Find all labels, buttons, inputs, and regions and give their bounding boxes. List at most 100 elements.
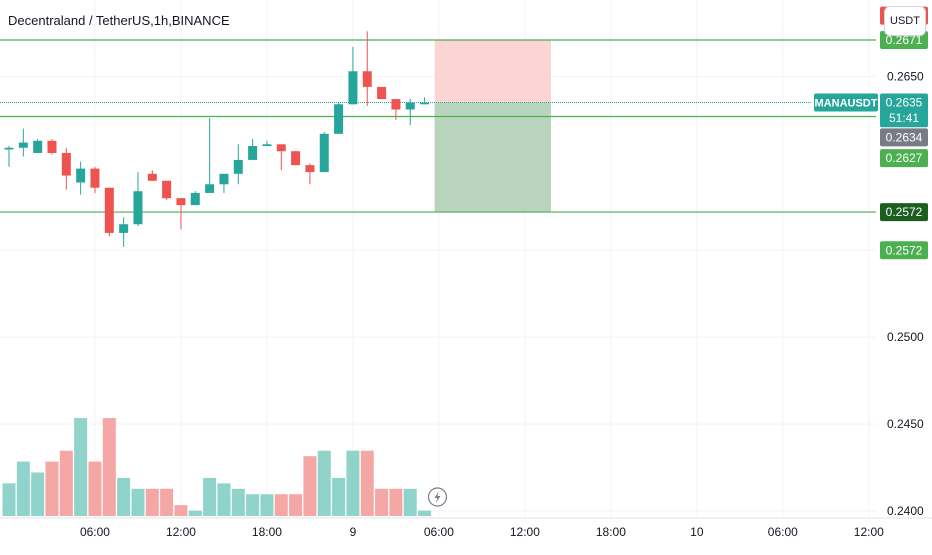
time-tick-label: 18:00 [596, 525, 626, 539]
candle-body[interactable] [405, 102, 415, 110]
price-tag-label: 0.2671 [886, 33, 923, 47]
exchange-label: BINANCE [171, 13, 230, 28]
price-tag-label: 0.2635 [886, 96, 923, 110]
time-tick-label: 12:00 [510, 525, 540, 539]
time-tick-label: 18:00 [252, 525, 282, 539]
volume-bar [203, 477, 217, 516]
price-tick-label: 0.2450 [887, 417, 924, 431]
currency-button[interactable]: USDT [884, 6, 926, 36]
candle-body[interactable] [291, 151, 301, 166]
candle-body[interactable] [233, 159, 243, 174]
volume-bar [59, 450, 73, 516]
volume-bar [260, 494, 274, 516]
candle-body[interactable] [319, 133, 329, 173]
candle-body[interactable] [4, 147, 14, 150]
candle-body[interactable] [348, 71, 358, 105]
volume-bar [160, 488, 174, 516]
currency-label: USDT [890, 15, 920, 27]
candle-body[interactable] [391, 99, 401, 110]
price-tick-label: 0.2500 [887, 330, 924, 344]
chart-title: Decentraland / TetherUS, 1h, BINANCE [8, 13, 230, 28]
time-tick-label: 06:00 [80, 525, 110, 539]
candle-body[interactable] [162, 180, 172, 199]
candle-body[interactable] [176, 198, 186, 206]
candle-body[interactable] [76, 168, 86, 183]
candle-body[interactable] [420, 102, 430, 105]
volume-bar [317, 450, 331, 516]
price-tag[interactable] [880, 241, 928, 260]
price-tag-label: 51:41 [889, 111, 919, 125]
volume-bar [403, 488, 417, 516]
volume-bar [188, 510, 202, 516]
time-tick-label: 9 [350, 525, 357, 539]
price-tag[interactable] [880, 149, 928, 168]
candle-body[interactable] [362, 71, 372, 87]
title-separator: , [150, 13, 154, 28]
volume-bar [74, 418, 88, 516]
candle-body[interactable] [219, 173, 229, 185]
price-tick-label: 0.2650 [887, 69, 924, 83]
volume-bar [274, 494, 288, 516]
time-tick-label: 12:00 [166, 525, 196, 539]
volume-bar [303, 456, 317, 516]
price-tag[interactable] [880, 203, 928, 222]
price-tag-label: 0.2634 [886, 130, 923, 144]
volume-bar [31, 472, 45, 516]
candle-body[interactable] [119, 224, 129, 233]
volume-bar [102, 418, 116, 516]
price-tag-label: 0.2627 [886, 151, 923, 165]
volume-bar [145, 488, 159, 516]
candle-body[interactable] [104, 187, 114, 233]
time-tick-label: 12:00 [854, 525, 884, 539]
symbol-name: Decentraland / TetherUS [8, 13, 151, 28]
symbol-tag[interactable] [814, 93, 878, 112]
candle-body[interactable] [334, 104, 344, 134]
price-axis-panel[interactable] [876, 0, 932, 550]
price-tick-label: 0.2400 [887, 504, 924, 518]
candle-body[interactable] [90, 168, 100, 188]
interval-label: 1h [153, 13, 169, 28]
price-tag[interactable] [880, 93, 928, 112]
volume-bar [332, 477, 346, 516]
candle-body[interactable] [47, 140, 57, 153]
price-tag[interactable] [880, 128, 928, 147]
volume-bar [117, 477, 131, 516]
candle-body[interactable] [248, 146, 258, 160]
volume-bar [16, 461, 30, 516]
volume-bar [45, 461, 59, 516]
candle-body[interactable] [33, 140, 43, 153]
candle-body[interactable] [61, 152, 71, 176]
volume-bar [88, 461, 102, 516]
volume-bar [360, 450, 374, 516]
candle-body[interactable] [276, 144, 286, 152]
price-tag[interactable] [880, 109, 928, 128]
candle-body[interactable] [205, 184, 215, 193]
volume-bar [231, 488, 245, 516]
candle-body[interactable] [262, 144, 272, 147]
candle-body[interactable] [190, 192, 200, 206]
volume-bar [217, 483, 231, 516]
volume-bar [375, 488, 389, 516]
lightning-bolt-icon [434, 491, 441, 503]
candle-body[interactable] [377, 86, 387, 100]
volume-bar [131, 488, 145, 516]
volume-bar [2, 483, 16, 516]
candle-body[interactable] [133, 191, 143, 225]
time-tick-label: 10 [690, 525, 704, 539]
candle-body[interactable] [18, 142, 28, 148]
position-target-zone[interactable] [434, 39, 551, 103]
price-tag-label: 0.2572 [886, 243, 923, 257]
title-separator: , [168, 13, 172, 28]
volume-bar [289, 494, 303, 516]
time-tick-label: 06:00 [768, 525, 798, 539]
time-tick-label: 06:00 [424, 525, 454, 539]
volume-bar [346, 450, 360, 516]
volume-bar [389, 488, 403, 516]
candle-body[interactable] [305, 165, 315, 173]
symbol-tag-label: MANAUSDT [815, 98, 878, 110]
position-stop-zone[interactable] [434, 102, 551, 213]
volume-bar [246, 494, 260, 516]
candle-body[interactable] [147, 173, 157, 181]
